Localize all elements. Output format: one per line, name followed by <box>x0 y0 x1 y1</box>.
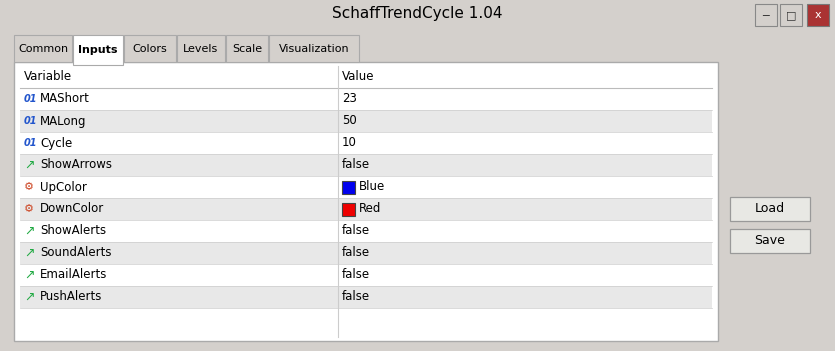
Bar <box>20 88 712 110</box>
Bar <box>342 181 355 194</box>
Text: MAShort: MAShort <box>40 93 90 106</box>
Text: EmailAlerts: EmailAlerts <box>40 269 108 282</box>
Text: 23: 23 <box>342 93 357 106</box>
Text: 01: 01 <box>24 94 38 104</box>
Text: false: false <box>342 225 370 238</box>
Text: SoundAlerts: SoundAlerts <box>40 246 112 259</box>
Text: Scale: Scale <box>232 44 262 53</box>
Bar <box>20 132 712 154</box>
Bar <box>20 154 712 176</box>
Bar <box>269 35 359 62</box>
Text: Levels: Levels <box>184 44 219 53</box>
Text: x: x <box>815 10 822 20</box>
Bar <box>124 35 176 62</box>
Text: Red: Red <box>359 203 382 216</box>
Bar <box>20 286 712 308</box>
Bar <box>730 197 810 221</box>
Text: false: false <box>342 291 370 304</box>
Text: ─: ─ <box>762 10 769 20</box>
Bar <box>73 35 123 65</box>
Text: ↗: ↗ <box>24 291 34 304</box>
Text: Load: Load <box>755 203 785 216</box>
Text: Save: Save <box>755 234 786 247</box>
Bar <box>20 176 712 198</box>
Text: false: false <box>342 269 370 282</box>
Text: ⚙: ⚙ <box>24 182 34 192</box>
Text: Blue: Blue <box>359 180 385 193</box>
Text: □: □ <box>786 10 797 20</box>
Text: 01: 01 <box>24 116 38 126</box>
Text: ↗: ↗ <box>24 159 34 172</box>
Bar <box>730 229 810 253</box>
Text: UpColor: UpColor <box>40 180 87 193</box>
Text: MALong: MALong <box>40 114 87 127</box>
Bar <box>0 0 835 30</box>
Text: false: false <box>342 159 370 172</box>
Text: PushAlerts: PushAlerts <box>40 291 103 304</box>
Text: ↗: ↗ <box>24 225 34 238</box>
Text: 50: 50 <box>342 114 357 127</box>
Text: Value: Value <box>342 71 375 84</box>
Text: Variable: Variable <box>24 71 72 84</box>
Bar <box>780 4 802 26</box>
Text: Common: Common <box>18 44 68 53</box>
Text: ShowArrows: ShowArrows <box>40 159 112 172</box>
Bar <box>342 203 355 216</box>
Bar <box>177 35 225 62</box>
Text: Visualization: Visualization <box>279 44 349 53</box>
Bar <box>20 242 712 264</box>
Bar <box>14 62 718 341</box>
Bar <box>14 35 72 62</box>
Text: DownColor: DownColor <box>40 203 104 216</box>
Text: ↗: ↗ <box>24 246 34 259</box>
Bar <box>20 264 712 286</box>
Text: false: false <box>342 246 370 259</box>
Text: Inputs: Inputs <box>78 45 118 55</box>
Text: Colors: Colors <box>133 44 167 53</box>
Text: Cycle: Cycle <box>40 137 73 150</box>
Bar <box>20 220 712 242</box>
Text: ShowAlerts: ShowAlerts <box>40 225 106 238</box>
Text: SchaffTrendCycle 1.04: SchaffTrendCycle 1.04 <box>332 6 503 21</box>
Bar <box>20 198 712 220</box>
Text: ⚙: ⚙ <box>24 204 34 214</box>
Bar <box>755 4 777 26</box>
Bar <box>20 110 712 132</box>
Bar <box>807 4 829 26</box>
Text: ↗: ↗ <box>24 269 34 282</box>
Text: 01: 01 <box>24 138 38 148</box>
Text: 10: 10 <box>342 137 357 150</box>
Bar <box>226 35 268 62</box>
